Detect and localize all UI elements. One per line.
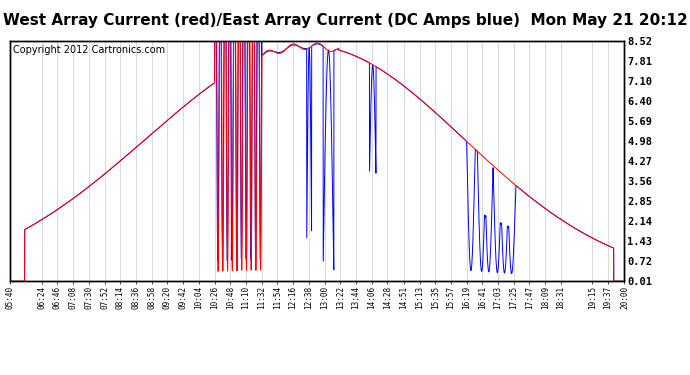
Text: Copyright 2012 Cartronics.com: Copyright 2012 Cartronics.com: [13, 45, 166, 55]
Text: West Array Current (red)/East Array Current (DC Amps blue)  Mon May 21 20:12: West Array Current (red)/East Array Curr…: [3, 13, 687, 28]
